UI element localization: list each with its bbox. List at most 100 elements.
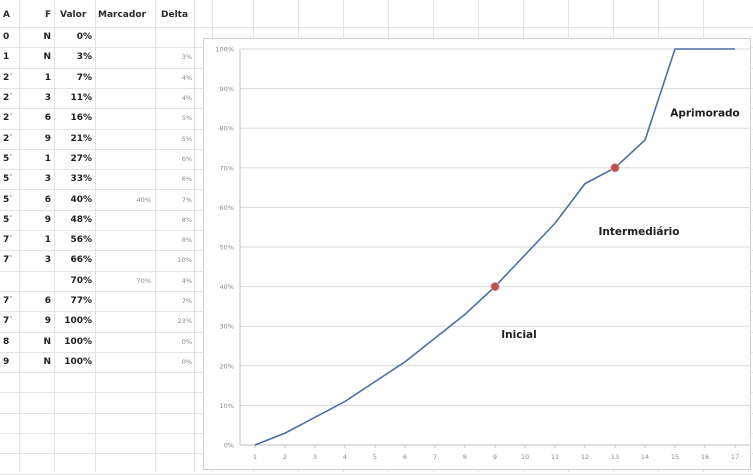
- cell-valor[interactable]: 16%: [70, 113, 92, 123]
- cell-a[interactable]: 0: [3, 32, 10, 42]
- cell-f[interactable]: 9: [44, 215, 51, 225]
- cell-delta[interactable]: 5%: [181, 135, 192, 143]
- cell-valor[interactable]: 3%: [76, 52, 92, 62]
- cell-f[interactable]: 9: [44, 134, 51, 144]
- column-header-valor[interactable]: Valor: [60, 10, 87, 20]
- cell-delta[interactable]: 10%: [177, 256, 192, 264]
- cell-delta[interactable]: 8%: [181, 216, 192, 224]
- cell-delta[interactable]: 8%: [181, 236, 192, 244]
- cell-f[interactable]: 1: [44, 73, 51, 83]
- y-tick-label: 50%: [220, 244, 234, 252]
- cell-delta[interactable]: 4%: [181, 94, 192, 102]
- table-row: 5 ' 9 48% 8%: [0, 214, 200, 227]
- cell-valor[interactable]: 100%: [64, 316, 92, 326]
- y-tick-label: 0%: [224, 442, 234, 450]
- column-header-f[interactable]: F: [45, 10, 52, 20]
- cell-f[interactable]: N: [43, 52, 51, 62]
- line-chart[interactable]: 0% 10% 20% 30% 40% 50% 60% 70% 80% 90% 100% 1 2 3 4 5 6 7…: [203, 38, 751, 470]
- cell-valor[interactable]: 48%: [70, 215, 92, 225]
- cell-f[interactable]: N: [43, 32, 51, 42]
- x-tick-label: 11: [551, 453, 559, 461]
- cell-a[interactable]: 2: [3, 134, 10, 144]
- cell-a[interactable]: 2: [3, 113, 10, 123]
- cell-a[interactable]: 8: [3, 337, 10, 347]
- cell-valor[interactable]: 56%: [70, 235, 92, 245]
- cell-delta[interactable]: 0%: [181, 358, 192, 366]
- y-tick-label: 90%: [220, 85, 234, 93]
- cell-valor[interactable]: 27%: [70, 154, 92, 164]
- table-row: 2 ' 6 16% 5%: [0, 112, 200, 125]
- cell-delta[interactable]: 7%: [181, 297, 192, 305]
- y-tick-label: 10%: [220, 402, 234, 410]
- cell-delta[interactable]: 4%: [181, 74, 192, 82]
- cell-f[interactable]: 1: [44, 154, 51, 164]
- cell-f[interactable]: 1: [44, 235, 51, 245]
- cell-a[interactable]: 5: [3, 154, 10, 164]
- cell-a-indicator: ': [10, 214, 12, 222]
- cell-a[interactable]: 7: [3, 316, 10, 326]
- table-row: 0 N 0%: [0, 32, 200, 44]
- cell-valor[interactable]: 7%: [76, 73, 92, 83]
- cell-marcador[interactable]: 70%: [136, 277, 151, 285]
- cell-a[interactable]: 7: [3, 255, 10, 265]
- cell-delta[interactable]: 5%: [181, 114, 192, 122]
- x-tick-label: 2: [283, 453, 287, 461]
- cell-valor[interactable]: 40%: [70, 195, 92, 205]
- cell-a[interactable]: 7: [3, 296, 10, 306]
- cell-valor[interactable]: 21%: [70, 134, 92, 144]
- column-header-marcador[interactable]: Marcador: [98, 10, 146, 20]
- cell-delta[interactable]: 4%: [181, 277, 192, 285]
- table-row: 2 ' 3 11% 4%: [0, 92, 200, 105]
- cell-valor[interactable]: 11%: [70, 93, 92, 103]
- cell-f[interactable]: N: [43, 337, 51, 347]
- cell-valor[interactable]: 70%: [70, 276, 92, 286]
- cell-a[interactable]: 5: [3, 174, 10, 184]
- x-tick-label: 13: [611, 453, 619, 461]
- table-row: 5 ' 6 40% 40% 7%: [0, 194, 200, 207]
- cell-delta[interactable]: 6%: [181, 155, 192, 163]
- annotation-label: Intermediário: [599, 226, 680, 238]
- cell-f[interactable]: 3: [44, 174, 51, 184]
- cell-delta[interactable]: 3%: [181, 53, 192, 61]
- cell-valor[interactable]: 66%: [70, 255, 92, 265]
- cell-f[interactable]: 9: [44, 316, 51, 326]
- cell-a-indicator: ': [10, 153, 12, 161]
- cell-valor[interactable]: 77%: [70, 296, 92, 306]
- cell-f[interactable]: 6: [44, 113, 51, 123]
- cell-a[interactable]: 1: [3, 52, 10, 62]
- cell-valor[interactable]: 100%: [64, 357, 92, 367]
- x-tick-label: 3: [313, 453, 317, 461]
- table-row: 2 ' 1 7% 4%: [0, 72, 200, 85]
- cell-a-indicator: ': [10, 92, 12, 100]
- cell-a-indicator: ': [10, 315, 12, 323]
- cell-a-indicator: ': [10, 234, 12, 242]
- cell-a[interactable]: 7: [3, 235, 10, 245]
- cell-f[interactable]: 6: [44, 296, 51, 306]
- y-tick-label: 20%: [220, 362, 234, 370]
- cell-f[interactable]: 3: [44, 93, 51, 103]
- cell-delta[interactable]: 23%: [177, 317, 192, 325]
- y-tick-label: 60%: [220, 204, 234, 212]
- cell-a[interactable]: 5: [3, 195, 10, 205]
- column-header-a[interactable]: A: [3, 10, 10, 20]
- cell-f[interactable]: 3: [44, 255, 51, 265]
- cell-valor[interactable]: 0%: [76, 32, 92, 42]
- cell-a[interactable]: 5: [3, 215, 10, 225]
- column-header-delta[interactable]: Delta: [161, 10, 189, 20]
- cell-a[interactable]: 2: [3, 73, 10, 83]
- table-row: 9 N 100% 0%: [0, 357, 200, 369]
- cell-marcador[interactable]: 40%: [136, 196, 151, 204]
- x-tick-label: 15: [671, 453, 679, 461]
- cell-f[interactable]: 6: [44, 195, 51, 205]
- cell-valor[interactable]: 100%: [64, 337, 92, 347]
- cell-delta[interactable]: 0%: [181, 338, 192, 346]
- cell-valor[interactable]: 33%: [70, 174, 92, 184]
- cell-delta[interactable]: 7%: [181, 196, 192, 204]
- cell-f[interactable]: N: [43, 357, 51, 367]
- x-tick-label: 4: [343, 453, 347, 461]
- table-row: 8 N 100% 0%: [0, 337, 200, 349]
- cell-delta[interactable]: 6%: [181, 175, 192, 183]
- cell-a[interactable]: 9: [3, 357, 10, 367]
- y-tick-label: 80%: [220, 125, 234, 133]
- cell-a[interactable]: 2: [3, 93, 10, 103]
